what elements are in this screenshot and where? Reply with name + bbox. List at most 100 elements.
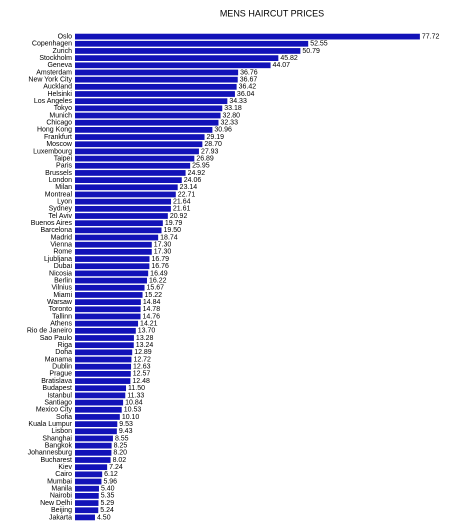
value-label: 21.61 — [173, 206, 191, 213]
value-label: 25.95 — [192, 163, 210, 170]
y-tick-label: Sydney — [49, 206, 73, 213]
value-label: 13.70 — [138, 328, 156, 335]
value-label: 14.78 — [143, 306, 161, 313]
y-tick-label: Nicosia — [49, 270, 72, 277]
bar — [75, 69, 239, 76]
value-label: 16.79 — [152, 256, 170, 263]
value-label: 12.48 — [132, 378, 150, 385]
value-label: 22.71 — [178, 191, 196, 198]
value-label: 33.18 — [224, 105, 242, 112]
bar — [75, 493, 99, 499]
bar — [75, 306, 141, 313]
bar — [75, 277, 147, 284]
bar — [75, 514, 95, 521]
bar — [75, 414, 120, 420]
value-label: 8.25 — [114, 442, 128, 449]
value-label: 32.80 — [223, 112, 241, 119]
y-tick-label: Athens — [50, 320, 72, 327]
bar — [75, 127, 213, 133]
y-tick-label: Shanghai — [42, 435, 72, 442]
bar — [75, 435, 113, 442]
y-tick-label: Rome — [53, 249, 72, 256]
value-label: 27.93 — [201, 148, 219, 155]
bar — [75, 464, 108, 471]
bar — [75, 378, 131, 384]
y-tick-label: Toronto — [49, 306, 72, 313]
value-label: 32.33 — [220, 120, 238, 127]
y-tick-label: Mumbai — [47, 478, 72, 485]
bar — [75, 485, 99, 492]
value-label: 50.79 — [302, 48, 320, 55]
value-label: 4.50 — [97, 514, 111, 521]
y-tick-label: Prague — [49, 371, 72, 378]
bar — [75, 227, 162, 234]
y-tick-label: Berlin — [54, 277, 72, 284]
value-label: 29.19 — [207, 134, 225, 141]
value-label: 34.33 — [229, 98, 247, 105]
y-tick-label: Mexico City — [36, 407, 73, 414]
value-label: 21.64 — [173, 198, 191, 205]
bar — [75, 449, 112, 456]
y-tick-label: London — [49, 177, 72, 184]
y-tick-label: Miami — [53, 292, 72, 299]
bar — [75, 220, 163, 227]
value-label: 10.53 — [124, 407, 142, 414]
bar — [75, 155, 195, 162]
bar — [75, 406, 122, 413]
value-label: 9.53 — [119, 421, 133, 428]
y-tick-label: Tallinn — [52, 313, 72, 320]
value-label: 14.21 — [140, 320, 158, 327]
value-label: 5.40 — [101, 486, 115, 493]
value-label: 8.02 — [113, 457, 127, 464]
y-tick-label: Vilnius — [52, 285, 73, 292]
bar — [75, 263, 150, 270]
bar — [75, 256, 150, 262]
bar — [75, 76, 238, 83]
value-label: 16.22 — [149, 277, 167, 284]
value-label: 5.29 — [100, 500, 114, 507]
value-label: 26.89 — [196, 155, 214, 162]
value-label: 36.67 — [240, 76, 258, 83]
value-label: 12.57 — [133, 371, 151, 378]
value-label: 23.14 — [180, 184, 198, 191]
y-tick-label: Manila — [51, 486, 72, 493]
value-label: 28.70 — [204, 141, 222, 148]
bar — [75, 478, 102, 485]
bar — [75, 213, 168, 219]
value-label: 36.04 — [237, 91, 255, 98]
bar — [75, 399, 124, 406]
bar — [75, 33, 420, 40]
bar — [75, 62, 271, 69]
y-tick-label: Santiago — [44, 399, 72, 406]
y-tick-label: Milan — [55, 184, 72, 191]
y-tick-label: Ljubljana — [44, 256, 72, 263]
bar — [75, 363, 132, 370]
y-tick-label: Brussels — [45, 170, 72, 177]
y-tick-label: Kiev — [58, 464, 72, 471]
value-label: 77.72 — [422, 33, 440, 40]
bar — [75, 457, 111, 463]
y-tick-label: Budapest — [42, 385, 72, 392]
value-label: 15.22 — [145, 292, 163, 299]
bar — [75, 327, 136, 334]
y-tick-label: Paris — [56, 163, 72, 170]
value-label: 15.67 — [147, 285, 165, 292]
value-label: 17.30 — [154, 242, 172, 249]
value-label: 20.92 — [170, 213, 188, 220]
value-label: 5.35 — [101, 493, 115, 500]
y-tick-label: Cairo — [55, 471, 72, 478]
value-label: 30.96 — [214, 127, 232, 134]
value-label: 16.49 — [150, 270, 168, 277]
bar — [75, 170, 186, 176]
bar — [75, 234, 159, 241]
bar — [75, 91, 235, 97]
bar — [75, 177, 182, 183]
bar — [75, 48, 301, 54]
y-tick-label: Rio de Janeiro — [27, 328, 72, 335]
y-tick-label: Zurich — [53, 48, 73, 55]
bar — [75, 320, 139, 327]
value-label: 36.42 — [239, 84, 257, 91]
value-label: 45.82 — [280, 55, 298, 62]
bar — [75, 40, 309, 47]
y-tick-label: New York City — [28, 76, 72, 83]
